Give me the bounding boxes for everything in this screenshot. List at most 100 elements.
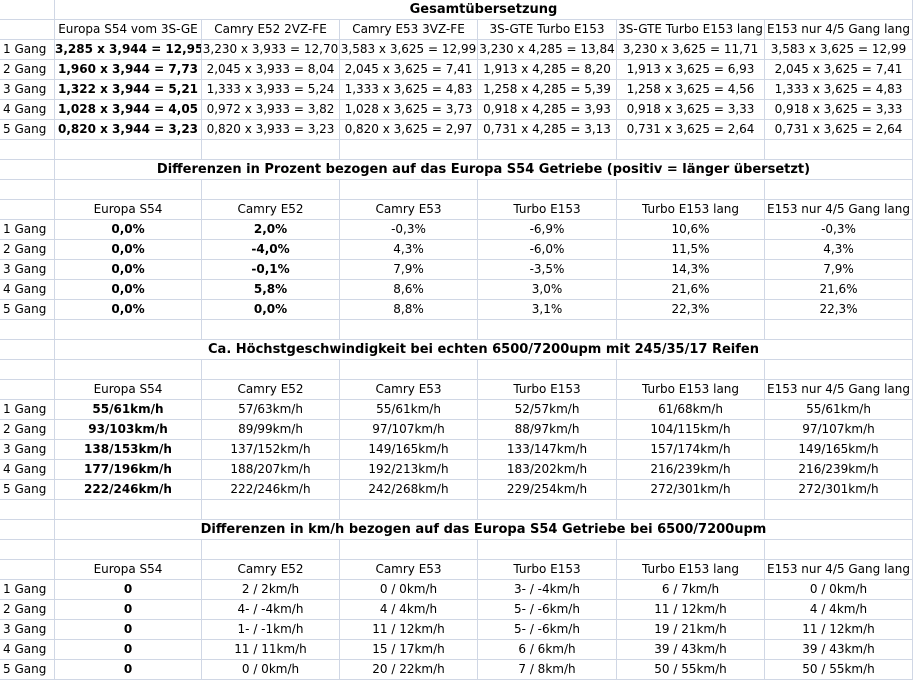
data-cell: 1,333 x 3,625 = 4,83: [340, 80, 478, 100]
data-cell: 3,230 x 3,625 = 11,71: [617, 40, 765, 60]
data-cell: 3,285 x 3,944 = 12,95: [55, 40, 202, 60]
data-cell: 2,045 x 3,625 = 7,41: [340, 60, 478, 80]
empty-cell: [340, 180, 478, 200]
column-header: E153 nur 4/5 Gang lang: [765, 20, 913, 40]
data-cell: 0 / 0km/h: [202, 660, 340, 680]
data-cell: 216/239km/h: [765, 460, 913, 480]
row-label: 5 Gang: [0, 660, 55, 680]
data-cell: 2,045 x 3,625 = 7,41: [765, 60, 913, 80]
data-cell: 50 / 55km/h: [617, 660, 765, 680]
data-cell: 7 / 8km/h: [478, 660, 617, 680]
data-cell: 272/301km/h: [617, 480, 765, 500]
data-cell: 0: [55, 620, 202, 640]
data-cell: 133/147km/h: [478, 440, 617, 460]
column-header: Camry E53: [340, 560, 478, 580]
empty-cell: [0, 180, 55, 200]
empty-cell: [202, 540, 340, 560]
empty-cell: [478, 320, 617, 340]
header-spacer: [0, 380, 55, 400]
data-cell: 2,045 x 3,933 = 8,04: [202, 60, 340, 80]
empty-cell: [55, 140, 202, 160]
data-cell: 61/68km/h: [617, 400, 765, 420]
empty-cell: [765, 540, 913, 560]
table-title-hoechstgeschwindigkeit: Ca. Höchstgeschwindigkeit bei echten 650…: [55, 340, 913, 360]
data-cell: 104/115km/h: [617, 420, 765, 440]
data-cell: 97/107km/h: [340, 420, 478, 440]
data-cell: 1,258 x 4,285 = 5,39: [478, 80, 617, 100]
column-header: 3S-GTE Turbo E153: [478, 20, 617, 40]
column-header: Turbo E153 lang: [617, 560, 765, 580]
data-cell: 222/246km/h: [202, 480, 340, 500]
column-header: Camry E53 3VZ-FE: [340, 20, 478, 40]
column-header: E153 nur 4/5 Gang lang: [765, 560, 913, 580]
empty-cell: [617, 360, 765, 380]
row-label-spacer: [0, 160, 55, 180]
empty-cell: [0, 320, 55, 340]
empty-cell: [617, 140, 765, 160]
empty-cell: [617, 180, 765, 200]
header-spacer: [0, 200, 55, 220]
data-cell: 0: [55, 600, 202, 620]
empty-cell: [0, 140, 55, 160]
column-header: Camry E52: [202, 380, 340, 400]
column-header: Turbo E153 lang: [617, 380, 765, 400]
data-cell: 88/97km/h: [478, 420, 617, 440]
data-cell: 22,3%: [765, 300, 913, 320]
data-cell: 21,6%: [617, 280, 765, 300]
column-header: Camry E52 2VZ-FE: [202, 20, 340, 40]
data-cell: 14,3%: [617, 260, 765, 280]
data-cell: 149/165km/h: [765, 440, 913, 460]
data-cell: 0: [55, 640, 202, 660]
data-cell: 229/254km/h: [478, 480, 617, 500]
data-cell: -0,3%: [340, 220, 478, 240]
data-cell: -0,1%: [202, 260, 340, 280]
empty-cell: [765, 320, 913, 340]
column-header: Europa S54: [55, 380, 202, 400]
data-cell: 3,583 x 3,625 = 12,99: [765, 40, 913, 60]
column-header: Europa S54: [55, 560, 202, 580]
empty-cell: [202, 360, 340, 380]
empty-cell: [55, 360, 202, 380]
empty-cell: [0, 540, 55, 560]
data-cell: 137/152km/h: [202, 440, 340, 460]
data-cell: 5,8%: [202, 280, 340, 300]
data-cell: 0,0%: [55, 300, 202, 320]
data-cell: 15 / 17km/h: [340, 640, 478, 660]
column-header: Turbo E153: [478, 380, 617, 400]
empty-cell: [340, 500, 478, 520]
data-cell: 0,731 x 3,625 = 2,64: [617, 120, 765, 140]
data-cell: 55/61km/h: [55, 400, 202, 420]
empty-cell: [617, 320, 765, 340]
data-cell: 177/196km/h: [55, 460, 202, 480]
data-cell: 19 / 21km/h: [617, 620, 765, 640]
row-label: 1 Gang: [0, 40, 55, 60]
data-cell: 50 / 55km/h: [765, 660, 913, 680]
column-header: Turbo E153 lang: [617, 200, 765, 220]
data-cell: 157/174km/h: [617, 440, 765, 460]
table-title-gesamtuebersetzung: Gesamtübersetzung: [55, 0, 913, 20]
empty-cell: [340, 320, 478, 340]
column-header: Turbo E153: [478, 200, 617, 220]
data-cell: 52/57km/h: [478, 400, 617, 420]
data-cell: 0 / 0km/h: [765, 580, 913, 600]
data-cell: 0,731 x 4,285 = 3,13: [478, 120, 617, 140]
column-header: Camry E53: [340, 380, 478, 400]
data-cell: 1,028 x 3,944 = 4,05: [55, 100, 202, 120]
data-cell: 0,0%: [55, 260, 202, 280]
empty-cell: [202, 140, 340, 160]
data-cell: 0 / 0km/h: [340, 580, 478, 600]
row-label: 4 Gang: [0, 640, 55, 660]
data-cell: 1- / -1km/h: [202, 620, 340, 640]
data-cell: 11 / 12km/h: [340, 620, 478, 640]
empty-cell: [0, 500, 55, 520]
empty-cell: [478, 360, 617, 380]
data-cell: 6 / 6km/h: [478, 640, 617, 660]
row-label: 5 Gang: [0, 480, 55, 500]
empty-cell: [765, 140, 913, 160]
data-cell: 0,820 x 3,933 = 3,23: [202, 120, 340, 140]
row-label: 4 Gang: [0, 460, 55, 480]
data-cell: 0: [55, 660, 202, 680]
data-cell: 20 / 22km/h: [340, 660, 478, 680]
row-label: 2 Gang: [0, 240, 55, 260]
